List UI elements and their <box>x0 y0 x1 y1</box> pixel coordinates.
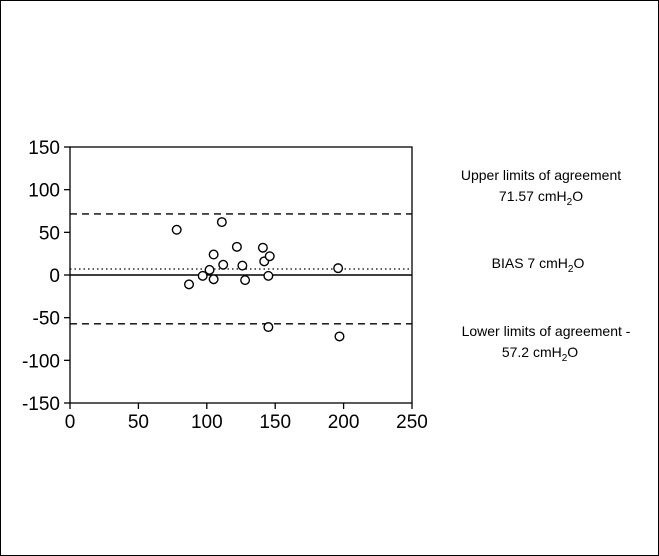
data-point <box>333 263 344 274</box>
x-tick-label: 50 <box>128 412 149 433</box>
upper-limit-label-line1: Upper limits of agreement <box>461 167 621 183</box>
data-point <box>240 275 251 286</box>
data-points <box>171 217 345 342</box>
lower-limit-label-line1: Lower limits of agreement - <box>462 323 631 339</box>
chart-axes: 0 50 100 150 200 250 150 100 50 0 -50 -100 -150 <box>22 138 428 433</box>
y-tick-label: -150 <box>22 394 60 415</box>
data-point <box>263 270 274 281</box>
y-tick-label: 100 <box>28 181 60 202</box>
data-point <box>264 251 275 262</box>
data-point <box>257 242 268 253</box>
data-point <box>216 217 227 228</box>
x-tick-label: 150 <box>259 412 291 433</box>
lower-limit-label-line2: 57.2 cmH2O <box>502 344 578 364</box>
x-tick-label: 250 <box>396 412 428 433</box>
data-point <box>204 264 215 275</box>
y-tick-label: -100 <box>22 351 60 372</box>
data-point <box>208 249 219 260</box>
x-tick-label: 0 <box>65 412 76 433</box>
data-point <box>208 274 219 285</box>
data-point <box>237 260 248 271</box>
data-point <box>334 331 345 342</box>
data-point <box>171 224 182 235</box>
data-point <box>184 279 195 290</box>
data-point <box>197 270 208 281</box>
annotations: Upper limits of agreement 71.57 cmH2O BI… <box>461 167 631 364</box>
data-point <box>218 259 229 270</box>
x-tick-label: 100 <box>191 412 223 433</box>
data-point <box>263 322 274 333</box>
x-tick-label: 200 <box>328 412 360 433</box>
upper-limit-label-line2: 71.57 cmH2O <box>499 188 583 208</box>
bias-label: BIAS 7 cmH2O <box>492 255 585 275</box>
y-tick-label: 0 <box>49 266 60 287</box>
data-point <box>231 241 242 252</box>
y-tick-label: 50 <box>39 223 60 244</box>
y-tick-label: 150 <box>28 138 60 159</box>
y-tick-label: -50 <box>33 309 60 330</box>
